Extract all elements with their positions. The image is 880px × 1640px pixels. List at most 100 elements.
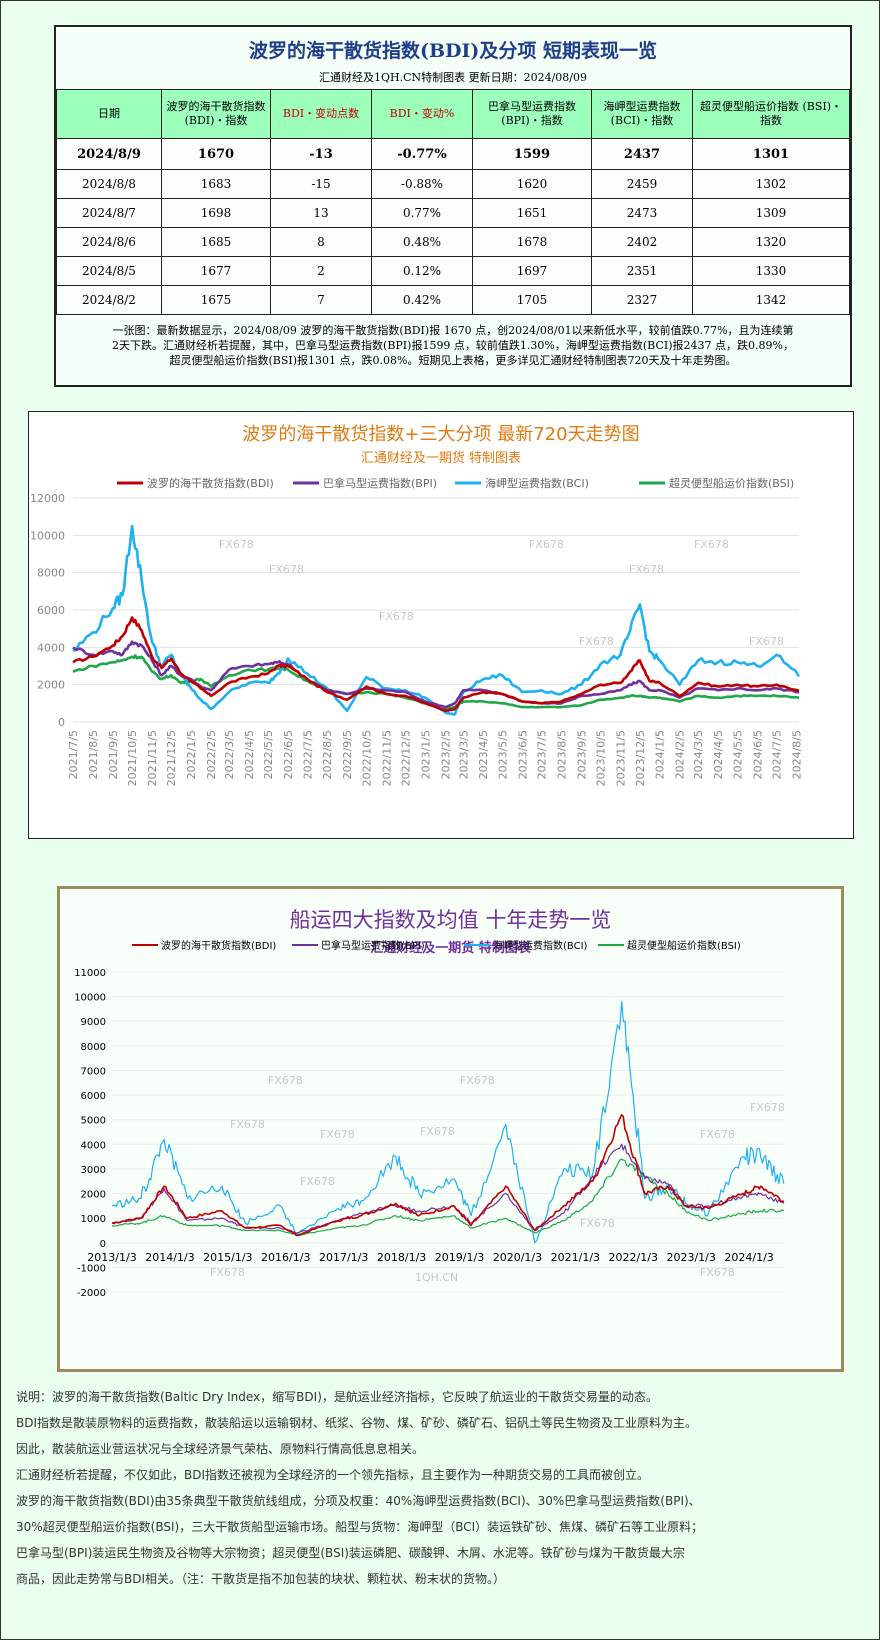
explanation-line: 商品，因此走势常与BDI相关。（注：干散货是指不加包装的块状、颗粒状、粉末状的货… bbox=[16, 1572, 506, 1586]
x-tick-label: 2024/3/5 bbox=[692, 730, 705, 779]
table-cell: 1698 bbox=[161, 198, 271, 228]
y-tick-label: 11000 bbox=[74, 968, 106, 979]
table-cell: 1330 bbox=[692, 256, 850, 286]
y-tick-label: 12000 bbox=[30, 492, 65, 505]
x-tick-label: 2024/1/3 bbox=[724, 1251, 773, 1264]
table-cell: 1683 bbox=[161, 169, 271, 199]
explanation-line: BDI指数是散装原物料的运费指数，散装船运以运输钢材、纸浆、谷物、煤、矿砂、磷矿… bbox=[16, 1416, 698, 1430]
table-row: 2024/8/7 1698 13 0.77% 1651 2473 1309 bbox=[56, 198, 850, 228]
x-tick-label: 2019/1/3 bbox=[435, 1251, 484, 1264]
x-tick-label: 2023/1/3 bbox=[666, 1251, 715, 1264]
header-bdi: 波罗的海干散货指数 (BDI)・指数 bbox=[161, 89, 271, 139]
series-line-bci bbox=[111, 1000, 785, 1244]
x-tick-label: 2022/10/5 bbox=[360, 730, 373, 786]
series-line-bdi bbox=[111, 1114, 785, 1237]
y-tick-label: 5000 bbox=[81, 1116, 106, 1127]
x-tick-label: 2022/3/5 bbox=[223, 730, 236, 779]
x-tick-label: 2023/6/5 bbox=[516, 730, 529, 779]
x-tick-label: 2023/9/5 bbox=[575, 730, 588, 779]
table-cell: 2024/8/5 bbox=[56, 256, 162, 286]
table-cell: 2024/8/7 bbox=[56, 198, 162, 228]
watermark: FX678 bbox=[629, 563, 664, 576]
watermark: FX678 bbox=[230, 1118, 265, 1131]
watermark: FX678 bbox=[694, 538, 729, 551]
watermark: FX678 bbox=[529, 538, 564, 551]
x-tick-label: 2022/6/5 bbox=[282, 730, 295, 779]
legend-label-bpi: 巴拿马型运费指数(BPI) bbox=[323, 476, 437, 490]
table-cell: 2327 bbox=[591, 285, 693, 315]
header-bpi: 巴拿马型运费指数 (BPI)・指数 bbox=[472, 89, 592, 139]
legend-label-bdi: 波罗的海干散货指数(BDI) bbox=[161, 939, 276, 952]
x-tick-label: 2024/1/5 bbox=[654, 730, 667, 779]
table-cell: 1651 bbox=[472, 198, 592, 228]
table-cell: 2 bbox=[270, 256, 372, 286]
x-tick-label: 2022/7/5 bbox=[301, 730, 314, 779]
series-line-bsi bbox=[72, 654, 800, 711]
y-tick-label: 6000 bbox=[37, 604, 65, 617]
table-row: 2024/8/9 1670 -13 -0.77% 1599 2437 1301 bbox=[56, 138, 850, 170]
x-tick-label: 2022/5/5 bbox=[262, 730, 275, 779]
y-tick-label: 2000 bbox=[37, 679, 65, 692]
explanation-line: 波罗的海干散货指数(BDI)由35条典型干散货航线组成，分项及权重：40%海岬型… bbox=[16, 1494, 701, 1508]
x-tick-label: 2023/11/5 bbox=[615, 730, 628, 786]
x-tick-label: 2022/12/5 bbox=[400, 730, 413, 786]
y-tick-label: -2000 bbox=[77, 1288, 106, 1299]
summary-note: 一张图：最新数据显示，2024/08/09 波罗的海干散货指数(BDI)报 16… bbox=[58, 323, 848, 368]
watermark: FX678 bbox=[420, 1125, 455, 1138]
watermark: FX678 bbox=[379, 610, 414, 623]
x-tick-label: 2024/8/5 bbox=[790, 730, 803, 779]
table-cell: 2024/8/8 bbox=[56, 169, 162, 199]
y-tick-label: 6000 bbox=[81, 1091, 106, 1102]
note-line: 超灵便型船运价指数(BSI)报1301 点，跌0.08%。短期见上表格，更多详见… bbox=[169, 354, 737, 367]
x-tick-label: 2022/9/5 bbox=[341, 730, 354, 779]
explanation-line: 30%超灵便型船运价指数(BSI)，三大干散货船型运输市场。船型与货物：海岬型（… bbox=[16, 1520, 704, 1534]
x-tick-label: 2024/4/5 bbox=[712, 730, 725, 779]
table-cell: 1705 bbox=[472, 285, 592, 315]
header-bsi: 超灵便型船运价指数 (BSI)・指数 bbox=[692, 89, 850, 139]
watermark: FX678 bbox=[700, 1266, 735, 1279]
chart1-plot: 0 2000 4000 6000 8000 10000 12000 2021/7/5 2021/… bbox=[30, 476, 803, 786]
watermark: FX678 bbox=[268, 1074, 303, 1087]
table-cell: 1685 bbox=[161, 227, 271, 257]
explanation-line: 因此，散装航运业营运状况与全球经济景气荣枯、原物料行情高低息息相关。 bbox=[16, 1442, 425, 1456]
y-tick-label: 10000 bbox=[74, 993, 106, 1004]
summary-subtitle: 汇通财经及1QH.CN特制图表 更新日期：2024/08/09 bbox=[318, 71, 588, 84]
x-tick-label: 2022/2/5 bbox=[205, 730, 218, 779]
watermark: FX678 bbox=[460, 1074, 495, 1087]
watermark: FX678 bbox=[320, 1128, 355, 1141]
legend-label-bsi: 超灵便型船运价指数(BSI) bbox=[627, 939, 741, 952]
table-cell: 0.48% bbox=[371, 227, 473, 257]
y-tick-label: 2000 bbox=[81, 1190, 106, 1201]
table-cell: 1670 bbox=[161, 138, 271, 170]
table-cell: -15 bbox=[270, 169, 372, 199]
series-line-bdi bbox=[72, 616, 800, 713]
x-tick-label: 2024/7/5 bbox=[771, 730, 784, 779]
table-cell: -0.88% bbox=[371, 169, 473, 199]
x-tick-label: 2023/8/5 bbox=[555, 730, 568, 779]
chart2-plot: -2000 -1000 0 1000 2000 3000 4000 5000 6000 7000 8… bbox=[74, 939, 785, 1299]
header-date: 日期 bbox=[56, 89, 162, 139]
x-tick-label: 2023/12/5 bbox=[634, 730, 647, 786]
x-tick-label: 2024/2/5 bbox=[674, 730, 687, 779]
x-tick-label: 2023/3/5 bbox=[457, 730, 470, 779]
explanation-line: 说明：波罗的海干散货指数(Baltic Dry Index，缩写BDI)，是航运… bbox=[16, 1390, 658, 1404]
x-tick-label: 2015/1/3 bbox=[203, 1251, 252, 1264]
x-tick-label: 2023/5/5 bbox=[496, 730, 509, 779]
note-line: 2天下跌。汇通财经析若提醒，其中，巴拿马型运费指数(BPI)报1599 点，较前… bbox=[112, 339, 794, 352]
watermark: FX678 bbox=[579, 635, 614, 648]
table-cell: 2437 bbox=[591, 138, 693, 170]
header-bdi-change: BDI・变动点数 bbox=[270, 89, 372, 139]
x-tick-label: 2018/1/3 bbox=[377, 1251, 426, 1264]
series-line-bpi bbox=[72, 640, 800, 709]
x-tick-label: 2023/10/5 bbox=[595, 730, 608, 786]
table-cell: 2351 bbox=[591, 256, 693, 286]
table-cell: 1301 bbox=[692, 138, 850, 170]
y-tick-label: 0 bbox=[58, 716, 65, 729]
explanation-line: 汇通财经析若提醒，不仅如此，BDI指数还被视为全球经济的一个领先指标，且主要作为… bbox=[16, 1468, 650, 1482]
chart-ten-years: 船运四大指数及均值 十年走势一览 汇通财经及一期货 特制图表 -2000 -100… bbox=[57, 886, 844, 1372]
y-tick-label: 7000 bbox=[81, 1066, 106, 1077]
table-cell: -13 bbox=[270, 138, 372, 170]
x-tick-label: 2022/1/3 bbox=[609, 1251, 658, 1264]
legend-label-bpi: 巴拿马型运费指数(BPI) bbox=[321, 939, 425, 952]
header-bci: 海岬型运费指数 (BCI)・指数 bbox=[591, 89, 693, 139]
